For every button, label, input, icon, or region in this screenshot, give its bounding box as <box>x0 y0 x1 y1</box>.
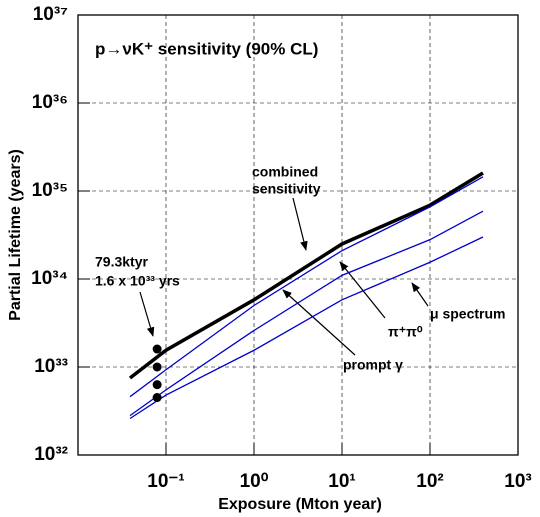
series-line <box>129 236 484 420</box>
annotation: π⁺π⁰ <box>388 324 423 340</box>
plot-frame <box>77 14 519 456</box>
data-point <box>152 344 162 354</box>
y-tick-label: 10³⁵ <box>32 180 68 201</box>
y-tick-label: 10³⁴ <box>31 268 68 289</box>
annotation: combined <box>252 164 318 180</box>
y-tick-label: 10³⁷ <box>33 4 68 25</box>
y-tick-label: 10³⁶ <box>32 92 68 113</box>
x-tick-label: 10⁻¹ <box>147 471 185 492</box>
annotation: sensitivity <box>252 181 321 197</box>
y-tick-label: 10³² <box>34 444 68 465</box>
data-point <box>152 393 162 403</box>
annotation: μ spectrum <box>430 306 505 322</box>
series-line <box>129 176 484 398</box>
annotation: prompt γ <box>343 357 403 373</box>
annotation: 79.3ktyr <box>95 254 148 270</box>
x-tick-label: 10² <box>416 471 443 492</box>
series-line <box>128 171 484 380</box>
annotation: 1.6 x 10³³ yrs <box>95 273 180 289</box>
data-point <box>152 362 162 372</box>
data-point <box>152 380 162 390</box>
x-tick-label: 10³ <box>504 471 531 492</box>
x-tick-label: 10¹ <box>328 471 355 492</box>
x-tick-label: 10⁰ <box>240 471 269 492</box>
y-tick-label: 10³³ <box>34 356 68 377</box>
chart-title: p→νK⁺ sensitivity (90% CL) <box>95 39 318 58</box>
arrows <box>139 197 429 356</box>
x-axis-label: Exposure (Mton year) <box>218 496 382 513</box>
y-axis-label: Partial Lifetime (years) <box>7 149 24 321</box>
